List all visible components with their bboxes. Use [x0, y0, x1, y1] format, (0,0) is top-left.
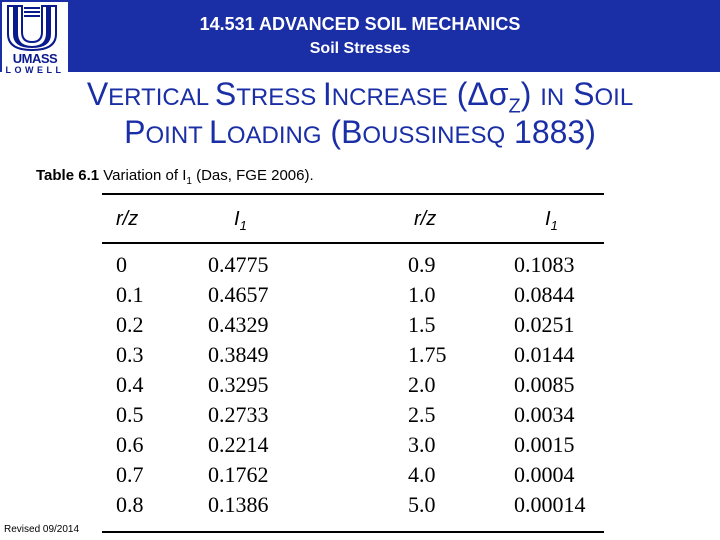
- table-cell: 0.0015: [514, 432, 575, 457]
- table-cell: 0.0144: [514, 342, 575, 367]
- table-cell: 0.8: [116, 492, 144, 517]
- table-cell: 0.4329: [208, 312, 269, 337]
- slide-title-line2: POINT LOADING (BOUSSINESQ 1883): [0, 114, 720, 154]
- table-cell: 2.0: [408, 372, 436, 397]
- title-text: 1883): [505, 114, 596, 150]
- table-cell: 0.0251: [514, 312, 575, 337]
- table-cell: 0.0004: [514, 462, 575, 487]
- logo-umass-text: UMASS: [12, 51, 58, 66]
- table-cell: 1.0: [408, 282, 436, 307]
- title-text: OUSSINESQ: [362, 122, 506, 149]
- table-cell: 4.0: [408, 462, 436, 487]
- logo-u-mark-icon: [7, 5, 57, 52]
- caption-subscript: 1: [186, 176, 192, 187]
- revised-date: Revised 09/2014: [4, 524, 80, 535]
- title-text: L: [209, 114, 227, 150]
- col-header-rz-left: r/z: [116, 208, 139, 230]
- table-cell: 0.4: [116, 372, 144, 397]
- slide-title-line1: VERTICAL STRESS INCREASE (ΔσZ) IN SOIL: [0, 76, 720, 124]
- title-text: IN: [540, 84, 565, 111]
- title-text: ): [520, 76, 541, 112]
- title-text: OADING: [226, 122, 322, 149]
- table-cell: 5.0: [408, 492, 436, 517]
- table-cell: 0.9: [408, 252, 436, 277]
- table-cell: 0: [116, 252, 127, 277]
- table-cell: 0.4657: [208, 282, 269, 307]
- table-cell: 0.1762: [208, 462, 269, 487]
- title-text: (: [447, 76, 468, 112]
- title-text: NCREASE: [331, 84, 448, 111]
- table-cell: 0.0085: [514, 372, 575, 397]
- table-cell: 0.7: [116, 462, 144, 487]
- table-cell: 0.3295: [208, 372, 269, 397]
- table-cell: 0.00014: [514, 492, 586, 517]
- col-header-i1-left: I1: [234, 208, 247, 233]
- table-cell: 0.6: [116, 432, 144, 457]
- caption-text: Variation of I: [99, 167, 187, 184]
- table-cell: 3.0: [408, 432, 436, 457]
- table-cell: 2.5: [408, 402, 436, 427]
- table-cell: 0.3849: [208, 342, 269, 367]
- title-delta-sigma: Δσ: [467, 76, 509, 112]
- col-header-rz-right: r/z: [414, 208, 437, 230]
- table-cell: 0.4775: [208, 252, 269, 277]
- col-header-i1-right: I1: [545, 208, 558, 233]
- table-cell: 0.0844: [514, 282, 575, 307]
- title-text: V: [86, 76, 109, 112]
- title-subscript-z: Z: [508, 95, 521, 118]
- table-cell: 0.1386: [208, 492, 269, 517]
- table-caption: Table 6.1 Variation of I1 (Das, FGE 2006…: [36, 167, 314, 187]
- title-text: OIL: [594, 84, 634, 111]
- title-text: (B: [321, 114, 363, 150]
- umass-lowell-logo: UMASS LOWELL: [2, 2, 68, 78]
- table-cell: 0.1083: [514, 252, 575, 277]
- title-text: S: [564, 76, 595, 112]
- table-top-rule: [102, 193, 604, 195]
- course-subtitle: Soil Stresses: [309, 40, 411, 57]
- table-cell: 0.3: [116, 342, 144, 367]
- table-cell: 0.2214: [208, 432, 269, 457]
- title-text: OINT: [145, 122, 210, 149]
- title-text: TRESS: [236, 84, 323, 111]
- table-cell: 1.5: [408, 312, 436, 337]
- title-text: S: [214, 76, 237, 112]
- table-header-rule: [102, 242, 604, 244]
- title-text: ERTICAL: [108, 84, 215, 111]
- course-title: 14.531 ADVANCED SOIL MECHANICS: [199, 14, 521, 34]
- title-text: I: [322, 76, 332, 112]
- table-cell: 1.75: [408, 342, 447, 367]
- table-cell: 0.2: [116, 312, 144, 337]
- table-bottom-rule: [102, 531, 604, 533]
- table-cell: 0.1: [116, 282, 144, 307]
- caption-text: (Das, FGE 2006).: [191, 167, 314, 184]
- header-bar: [0, 0, 720, 72]
- table-cell: 0.2733: [208, 402, 269, 427]
- title-text: P: [124, 114, 146, 150]
- table-cell: 0.0034: [514, 402, 575, 427]
- logo-lowell-text: LOWELL: [5, 65, 65, 75]
- caption-label: Table 6.1: [36, 167, 100, 184]
- table-cell: 0.5: [116, 402, 144, 427]
